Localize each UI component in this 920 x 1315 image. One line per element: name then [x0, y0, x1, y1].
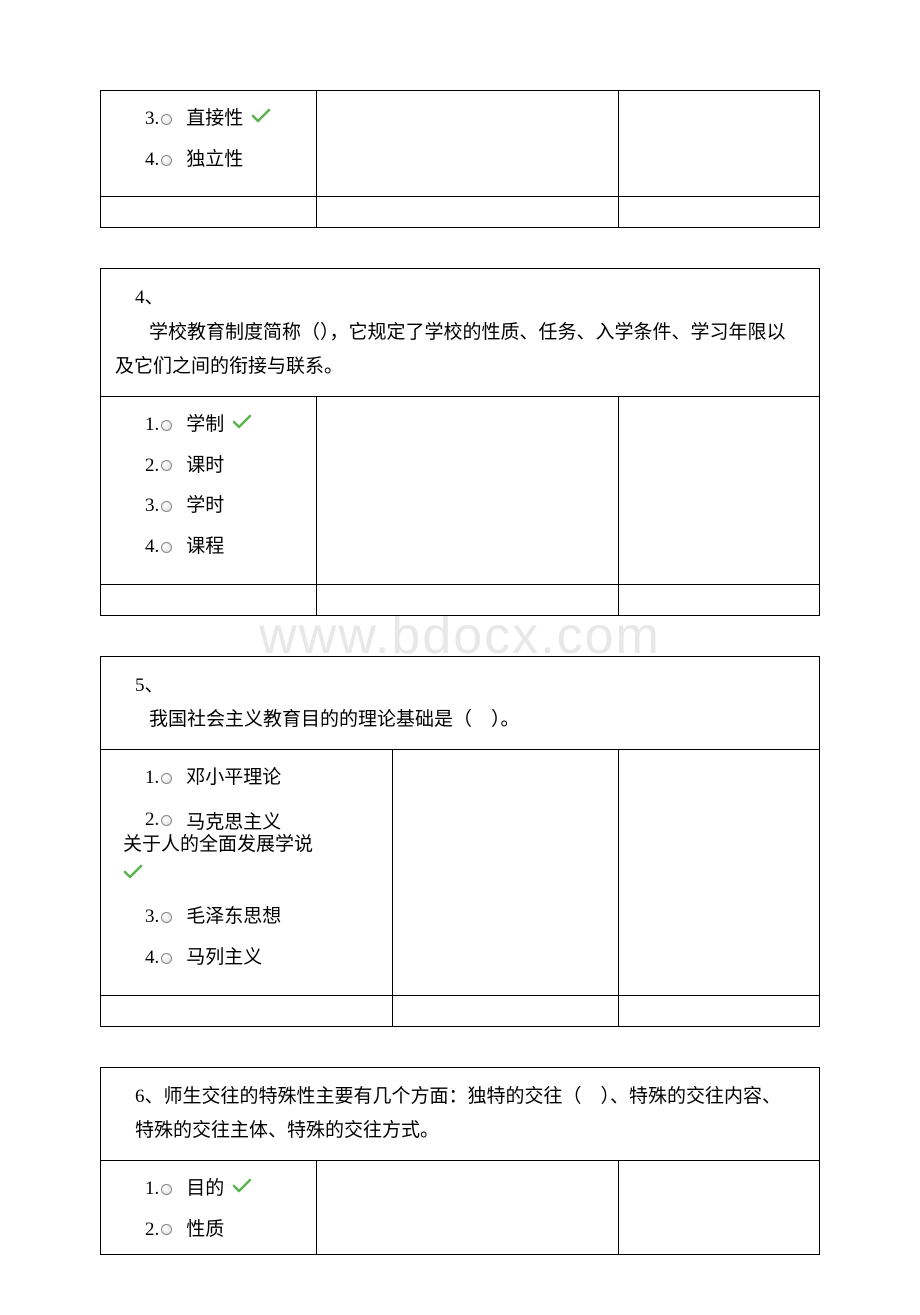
right-cell	[619, 397, 819, 584]
right-cell	[619, 750, 819, 994]
option-row: 1. 目的	[119, 1169, 304, 1210]
option-number: 4.	[145, 946, 159, 971]
option-row: 2. 课时	[119, 446, 304, 487]
option-number: 3.	[145, 494, 159, 519]
option-row: 4. 独立性	[119, 140, 304, 181]
question-header: 6、师生交往的特殊性主要有几个方面：独特的交往（ ）、特殊的交往内容、特殊的交往…	[101, 1068, 819, 1161]
option-label: 毛泽东思想	[186, 905, 281, 930]
options-cell: 1. 目的 2. 性质	[101, 1161, 317, 1254]
question-header: 5、 我国社会主义教育目的的理论基础是（ ）。	[101, 657, 819, 750]
footer-row	[101, 197, 819, 227]
option-label: 课程	[186, 535, 224, 560]
option-label: 课时	[186, 454, 224, 479]
radio-icon[interactable]	[161, 114, 172, 125]
radio-icon[interactable]	[161, 1224, 172, 1235]
option-label: 邓小平理论	[186, 766, 281, 791]
question-number: 5、	[135, 669, 799, 703]
right-cell	[619, 91, 819, 196]
option-number: 1.	[145, 766, 159, 791]
middle-cell	[317, 91, 619, 196]
option-number: 2.	[145, 1218, 159, 1243]
option-number: 2.	[145, 454, 159, 479]
option-label: 目的	[186, 1177, 224, 1202]
check-icon	[232, 413, 252, 438]
check-icon	[251, 107, 271, 132]
question-block-3: 3. 直接性 4. 独立性	[100, 90, 820, 228]
radio-icon[interactable]	[161, 815, 172, 826]
radio-icon[interactable]	[161, 420, 172, 431]
question-number: 4、	[135, 281, 799, 315]
option-row: 3. 学时	[119, 486, 304, 527]
option-label: 性质	[186, 1218, 224, 1243]
question-block-4: 4、 学校教育制度简称（），它规定了学校的性质、任务、入学条件、学习年限以及它们…	[100, 268, 820, 615]
option-row: 3. 毛泽东思想	[119, 897, 380, 938]
option-row: 1. 学制	[119, 405, 304, 446]
footer-row	[101, 996, 819, 1026]
radio-icon[interactable]	[161, 155, 172, 166]
option-label-extra: 关于人的全面发展学说	[123, 830, 380, 860]
options-cell: 1. 学制 2. 课时 3. 学时	[101, 397, 317, 584]
option-row: 3. 直接性	[119, 99, 304, 140]
radio-icon[interactable]	[161, 953, 172, 964]
option-row: 2. 马克思主义 关于人的全面发展学说	[119, 799, 380, 889]
middle-cell	[317, 1161, 619, 1254]
option-number: 1.	[145, 413, 159, 438]
option-row: 4. 课程	[119, 527, 304, 568]
radio-icon[interactable]	[161, 501, 172, 512]
options-cell: 1. 邓小平理论 2. 马克思主义 关于人的全面发展学说	[101, 750, 393, 994]
option-number: 1.	[145, 1177, 159, 1202]
check-icon	[232, 1177, 252, 1202]
option-label: 独立性	[186, 148, 243, 173]
option-row: 2. 性质	[119, 1210, 304, 1251]
question-text: 我国社会主义教育目的的理论基础是（ ）。	[115, 703, 799, 737]
radio-icon[interactable]	[161, 1184, 172, 1195]
option-label: 直接性	[186, 107, 243, 132]
footer-row	[101, 585, 819, 615]
radio-icon[interactable]	[161, 542, 172, 553]
option-number: 3.	[145, 107, 159, 132]
middle-cell	[317, 397, 619, 584]
right-cell	[619, 1161, 819, 1254]
option-row: 1. 邓小平理论	[119, 758, 380, 799]
option-label: 马列主义	[186, 946, 262, 971]
option-number: 2.	[145, 809, 159, 831]
radio-icon[interactable]	[161, 460, 172, 471]
option-label: 学制	[186, 413, 224, 438]
check-icon	[123, 864, 380, 885]
question-header: 4、 学校教育制度简称（），它规定了学校的性质、任务、入学条件、学习年限以及它们…	[101, 269, 819, 397]
option-number: 3.	[145, 905, 159, 930]
radio-icon[interactable]	[161, 773, 172, 784]
option-number: 4.	[145, 148, 159, 173]
option-row: 4. 马列主义	[119, 938, 380, 979]
question-text: 师生交往的特殊性主要有几个方面：独特的交往（ ）、特殊的交往内容、特殊的交往主体…	[135, 1086, 781, 1141]
radio-icon[interactable]	[161, 912, 172, 923]
question-block-5: 5、 我国社会主义教育目的的理论基础是（ ）。 1. 邓小平理论 2. 马克思主…	[100, 656, 820, 1027]
question-number: 6、	[135, 1086, 164, 1107]
content: 3. 直接性 4. 独立性	[100, 90, 820, 1255]
options-cell: 3. 直接性 4. 独立性	[101, 91, 317, 196]
middle-cell	[393, 750, 619, 994]
option-number: 4.	[145, 535, 159, 560]
option-label: 学时	[186, 494, 224, 519]
question-text: 学校教育制度简称（），它规定了学校的性质、任务、入学条件、学习年限以及它们之间的…	[115, 316, 799, 384]
question-block-6: 6、师生交往的特殊性主要有几个方面：独特的交往（ ）、特殊的交往内容、特殊的交往…	[100, 1067, 820, 1256]
